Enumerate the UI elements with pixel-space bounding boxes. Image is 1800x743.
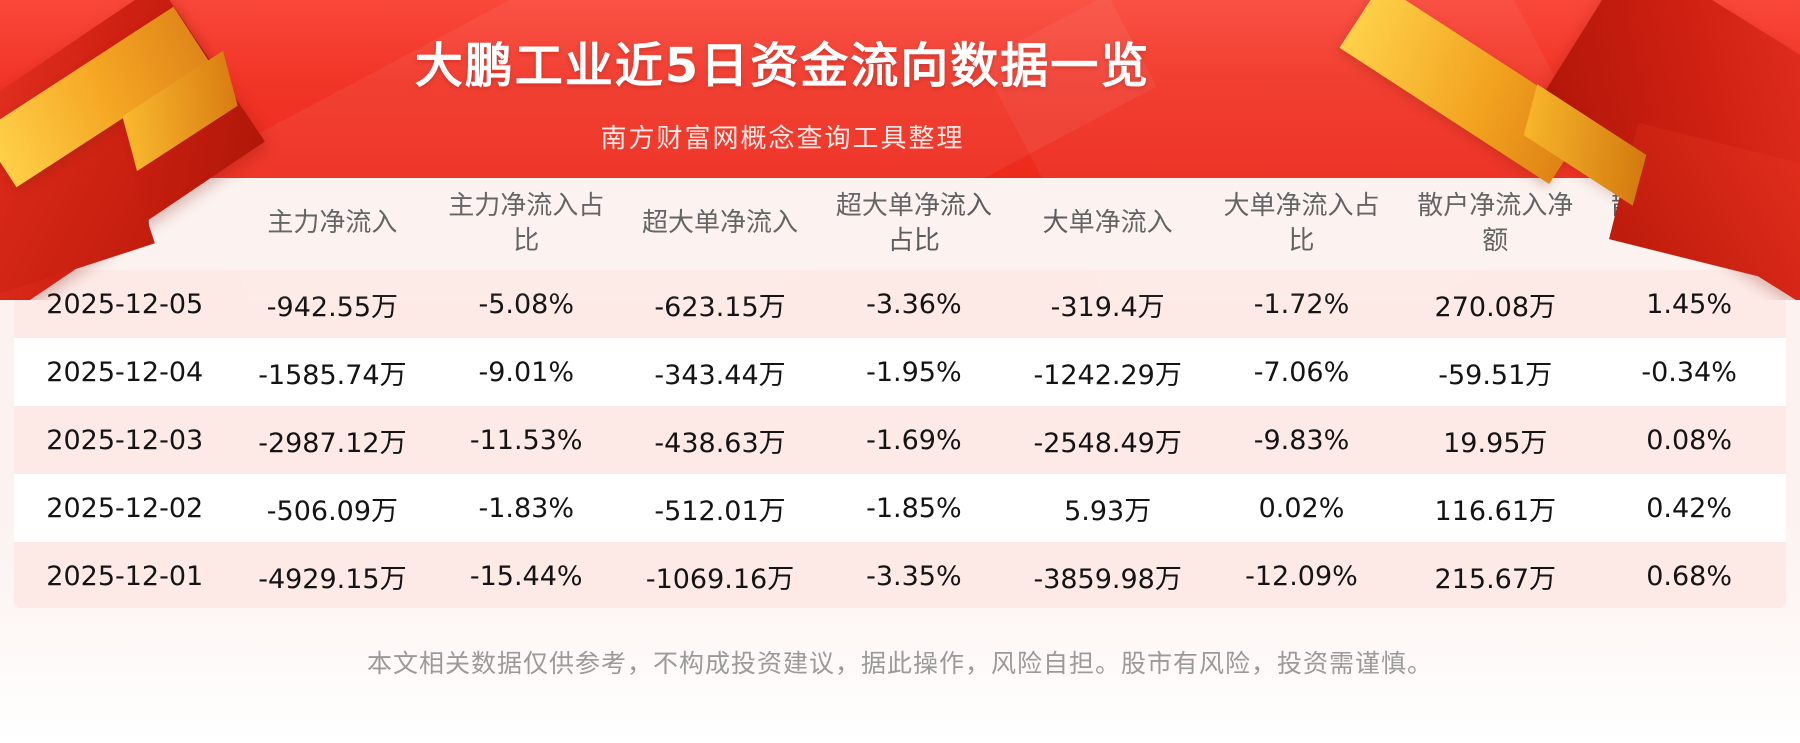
value-cell: 0.42%	[1646, 492, 1732, 524]
column-header: 散户净流入净额	[1417, 190, 1574, 256]
table-section: 南方财富网 Southmoney.com 日期 主力净流入 主力净流入占比 超大单净流…	[0, 178, 1800, 610]
table-row: 2025-12-04 -1585.74万 -9.01% -343.44万 -1.95% -…	[14, 338, 1786, 406]
value-cell: -623.15万	[654, 291, 786, 323]
value-cell: -1.72%	[1253, 288, 1350, 320]
value-cell: -11.53%	[469, 424, 583, 456]
value-cell: -3.35%	[866, 560, 962, 592]
value-cell: -506.09万	[266, 495, 399, 527]
date-cell: 2025-12-03	[46, 424, 204, 456]
value-cell: -1.85%	[866, 492, 962, 524]
column-header: 超大单净流入占比	[835, 190, 992, 256]
date-cell: 2025-12-04	[46, 356, 204, 388]
value-cell: 0.68%	[1646, 560, 1732, 592]
value-cell: -2548.49万	[1033, 427, 1182, 459]
value-cell: -1585.74万	[258, 359, 407, 391]
value-cell: -5.08%	[478, 288, 574, 320]
column-header: 超大单净流入	[642, 208, 799, 239]
column-header: 大单净流入占比	[1223, 190, 1380, 256]
value-cell: 19.95万	[1443, 427, 1548, 459]
value-cell: -3.36%	[866, 288, 962, 320]
column-header: 日期	[98, 208, 151, 239]
value-cell: -343.44万	[654, 359, 786, 391]
value-cell: 215.67万	[1434, 563, 1557, 595]
value-cell: -59.51万	[1438, 359, 1553, 391]
value-cell: -2987.12万	[258, 427, 407, 459]
value-cell: -1.69%	[866, 424, 962, 456]
value-cell: -9.01%	[478, 356, 574, 388]
table-body: 2025-12-05 -942.55万 -5.08% -623.15万 -3.36% -3…	[14, 270, 1786, 610]
table-header-row: 日期 主力净流入 主力净流入占比 超大单净流入 超大单净流入占比 大单净流入 大单净流入占比…	[14, 178, 1786, 270]
column-header: 散户净流入占比	[1611, 190, 1768, 256]
value-cell: 0.02%	[1258, 492, 1345, 524]
value-cell: -942.55万	[266, 291, 399, 323]
value-cell: 5.93万	[1064, 495, 1152, 527]
value-cell: -0.34%	[1641, 356, 1737, 388]
fund-flow-table: 日期 主力净流入 主力净流入占比 超大单净流入 超大单净流入占比 大单净流入 大单净流入占比…	[14, 178, 1786, 610]
date-cell: 2025-12-02	[46, 492, 204, 524]
value-cell: -1242.29万	[1033, 359, 1182, 391]
table-row: 2025-12-03 -2987.12万 -11.53% -438.63万 -1.69%…	[14, 406, 1786, 474]
value-cell: 1.45%	[1646, 288, 1732, 320]
header-banner: 大鹏工业近5日资金流向数据一览 南方财富网概念查询工具整理	[0, 0, 1800, 178]
date-cell: 2025-12-05	[46, 288, 204, 320]
value-cell: -15.44%	[469, 560, 583, 592]
value-cell: -438.63万	[654, 427, 786, 459]
table-row: 2025-12-02 -506.09万 -1.83% -512.01万 -1.85% 5.…	[14, 474, 1786, 542]
value-cell: -4929.15万	[258, 563, 407, 595]
value-cell: -319.4万	[1050, 291, 1165, 323]
value-cell: -1069.16万	[645, 563, 795, 595]
date-cell: 2025-12-01	[46, 560, 204, 592]
value-cell: -9.83%	[1253, 424, 1350, 456]
value-cell: -12.09%	[1245, 560, 1358, 592]
value-cell: -512.01万	[654, 495, 786, 527]
page-subtitle: 南方财富网概念查询工具整理	[600, 124, 965, 154]
value-cell: -1.95%	[866, 356, 962, 388]
table-header: 日期 主力净流入 主力净流入占比 超大单净流入 超大单净流入占比 大单净流入 大单净流入占比…	[14, 178, 1786, 270]
footer: 本文相关数据仅供参考，不构成投资建议，据此操作，风险自担。股市有风险，投资需谨慎…	[0, 608, 1800, 743]
column-header: 大单净流入	[1042, 208, 1173, 239]
table-row: 2025-12-01 -4929.15万 -15.44% -1069.16万 -3.35…	[14, 542, 1786, 610]
page-title: 大鹏工业近5日资金流向数据一览	[414, 38, 1151, 94]
value-cell: 270.08万	[1434, 291, 1557, 323]
disclaimer-text: 本文相关数据仅供参考，不构成投资建议，据此操作，风险自担。股市有风险，投资需谨慎…	[366, 648, 1433, 678]
value-cell: -1.83%	[478, 492, 574, 524]
value-cell: -3859.98万	[1033, 563, 1182, 595]
value-cell: 116.61万	[1434, 495, 1557, 527]
column-header: 主力净流入	[267, 208, 398, 239]
table-row: 2025-12-05 -942.55万 -5.08% -623.15万 -3.36% -3…	[14, 270, 1786, 338]
value-cell: 0.08%	[1646, 424, 1732, 456]
banner-text-block: 大鹏工业近5日资金流向数据一览 南方财富网概念查询工具整理	[0, 0, 1800, 155]
value-cell: -7.06%	[1253, 356, 1350, 388]
column-header: 主力净流入占比	[448, 190, 605, 256]
